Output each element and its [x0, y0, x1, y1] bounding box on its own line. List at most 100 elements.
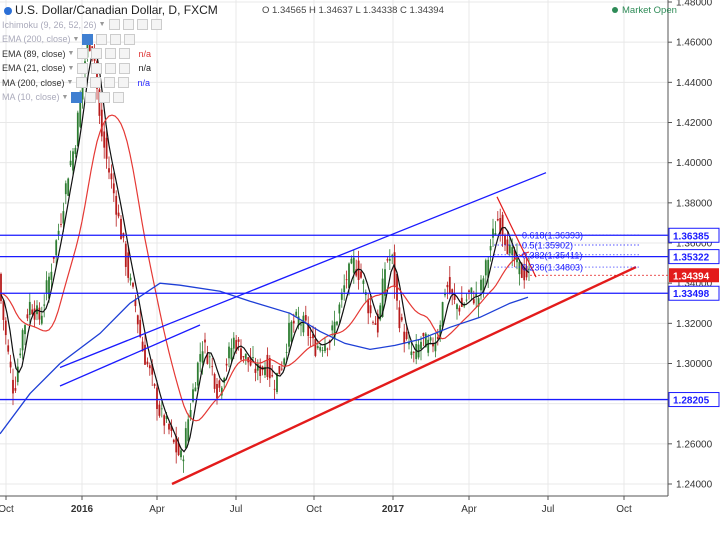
- candle-body: [38, 307, 41, 320]
- settings-icon[interactable]: [90, 77, 102, 88]
- candle-body: [422, 332, 425, 337]
- candle-body: [338, 304, 341, 314]
- candle-body: [475, 293, 478, 297]
- candle-body: [376, 313, 379, 333]
- eye-icon[interactable]: [76, 77, 88, 88]
- candle-body: [511, 247, 514, 256]
- add-icon[interactable]: [105, 48, 117, 59]
- chevron-down-icon[interactable]: ▼: [72, 35, 80, 43]
- indicator-row[interactable]: EMA (200, close) ▼: [2, 33, 136, 45]
- candle-body: [24, 325, 26, 335]
- time-tick-label: Apr: [461, 504, 477, 515]
- candle-body: [112, 183, 115, 194]
- trendline-falling[interactable]: [496, 196, 537, 278]
- candle-body: [26, 314, 29, 319]
- indicator-row[interactable]: EMA (21, close) ▼ n/a: [2, 62, 151, 74]
- candle-body: [141, 341, 144, 352]
- add-icon[interactable]: [104, 77, 116, 88]
- candle-body: [369, 305, 372, 314]
- candle-body: [307, 323, 310, 336]
- candle-body: [264, 366, 266, 376]
- channel-upper-line[interactable]: [59, 172, 547, 369]
- indicator-row[interactable]: EMA (89, close) ▼ n/a: [2, 48, 151, 59]
- candle-body: [297, 316, 300, 326]
- current-price-label: 1.34394: [673, 271, 710, 282]
- price-tick-label: 1.34000: [676, 279, 713, 290]
- add-icon[interactable]: [105, 62, 117, 74]
- candle-body: [151, 363, 154, 375]
- indicator-row[interactable]: MA (200, close) ▼ n/a: [2, 77, 150, 88]
- candle-body: [146, 361, 149, 365]
- candle-body: [528, 268, 530, 270]
- indicator-row[interactable]: MA (10, close) ▼: [2, 91, 125, 103]
- chevron-down-icon[interactable]: ▼: [67, 50, 75, 57]
- level-price-label: 1.36385: [673, 231, 710, 242]
- close-icon[interactable]: [119, 62, 131, 74]
- candle-body: [211, 366, 214, 368]
- price-tick-label: 1.44000: [676, 78, 713, 89]
- candle-body: [352, 257, 355, 273]
- candle-body: [350, 258, 353, 264]
- candle-body: [504, 235, 506, 245]
- symbol-title[interactable]: U.S. Dollar/Canadian Dollar, D, FXCM: [4, 3, 218, 17]
- close-icon[interactable]: [124, 33, 136, 45]
- candle-body: [432, 343, 434, 347]
- close-icon[interactable]: [113, 91, 125, 103]
- status-dot-icon: [612, 7, 618, 14]
- candle-body: [321, 350, 324, 351]
- candle-body: [492, 228, 494, 238]
- candle-body: [444, 294, 446, 296]
- ohlc-readout: O 1.34565 H 1.34637 L 1.34338 C 1.34394: [262, 5, 444, 16]
- candle-body: [424, 333, 427, 348]
- channel-lower-line[interactable]: [59, 324, 201, 387]
- close-icon[interactable]: [150, 19, 162, 30]
- candle-body: [372, 321, 374, 323]
- close-icon[interactable]: [119, 48, 131, 59]
- candle-body: [57, 230, 60, 235]
- chevron-down-icon[interactable]: ▼: [61, 93, 69, 101]
- candle-body: [496, 219, 499, 221]
- candle-body: [254, 368, 257, 373]
- eye-icon[interactable]: [108, 19, 120, 30]
- indicator-row[interactable]: Ichimoku (9, 26, 52, 26) ▼: [2, 19, 162, 30]
- settings-icon[interactable]: [91, 48, 103, 59]
- close-icon[interactable]: [118, 77, 130, 88]
- trendline-rising[interactable]: [171, 266, 637, 486]
- chevron-down-icon[interactable]: ▼: [67, 64, 75, 72]
- settings-icon[interactable]: [85, 91, 97, 103]
- candle-body: [453, 294, 456, 300]
- add-icon[interactable]: [136, 19, 148, 30]
- candle-body: [218, 380, 221, 388]
- candle-body: [463, 305, 466, 307]
- eye-icon[interactable]: [77, 48, 89, 59]
- candle-body: [28, 301, 31, 316]
- settings-icon[interactable]: [91, 62, 103, 74]
- candle-body: [420, 341, 422, 349]
- eye-icon[interactable]: [82, 33, 94, 45]
- candle-body: [288, 322, 290, 347]
- candle-body: [405, 331, 408, 340]
- candle-body: [343, 285, 346, 293]
- candle-body: [300, 324, 302, 326]
- add-icon[interactable]: [110, 33, 122, 45]
- chevron-down-icon[interactable]: ▼: [66, 79, 74, 86]
- candle-body: [290, 321, 293, 342]
- time-tick-label: Apr: [149, 504, 165, 515]
- settings-icon[interactable]: [122, 19, 134, 30]
- chevron-down-icon[interactable]: ▼: [98, 21, 106, 28]
- candle-body: [271, 375, 274, 377]
- candle-body: [470, 287, 473, 293]
- flag-icon: [4, 6, 12, 15]
- ma200-line: [0, 282, 529, 435]
- candle-body: [98, 89, 101, 116]
- candle-body: [184, 428, 187, 449]
- candle-body: [283, 358, 286, 365]
- settings-icon[interactable]: [96, 33, 108, 45]
- candle-body: [482, 278, 485, 293]
- candle-body: [232, 337, 235, 349]
- add-icon[interactable]: [99, 91, 111, 103]
- eye-icon[interactable]: [77, 62, 89, 74]
- eye-icon[interactable]: [71, 91, 83, 103]
